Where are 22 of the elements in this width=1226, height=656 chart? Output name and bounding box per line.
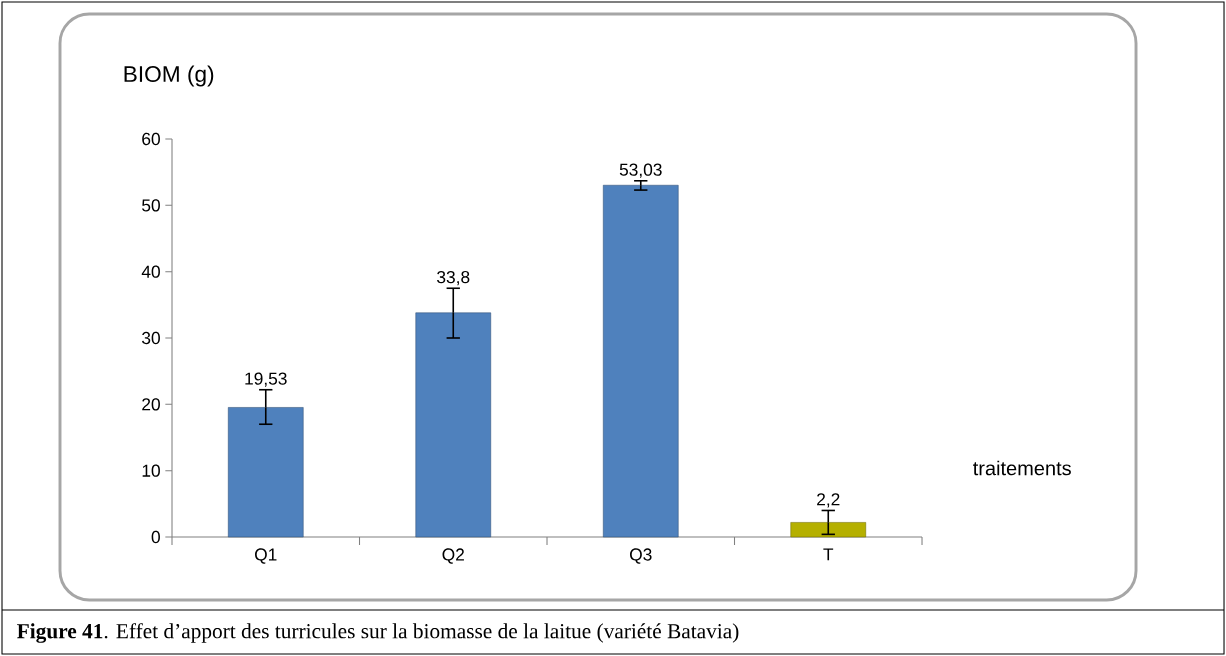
y-tick-label: 40 <box>141 265 160 278</box>
y-tick-label: 10 <box>142 464 160 477</box>
bar <box>790 522 867 538</box>
data-label: 2,2 <box>817 493 840 508</box>
data-label: 53,03 <box>619 163 662 178</box>
bar <box>415 312 492 538</box>
bar <box>602 184 679 538</box>
x-tick-label: Q2 <box>442 548 464 564</box>
x-tick-label: T <box>823 548 834 561</box>
y-tick-label: 60 <box>142 132 160 146</box>
y-tick-label: 30 <box>142 331 160 345</box>
data-label: 33,8 <box>437 270 470 286</box>
x-tick-label: Q1 <box>255 548 277 564</box>
y-tick-label: 20 <box>142 398 160 411</box>
x-axis-title: traitements <box>973 460 1071 476</box>
data-label: 19,53 <box>245 372 287 387</box>
bar <box>227 407 304 538</box>
y-tick-label: 50 <box>142 199 160 212</box>
y-axis-title: BIOM (g) <box>124 65 214 87</box>
y-tick-label: 0 <box>151 530 160 544</box>
x-tick-label: Q3 <box>630 548 652 564</box>
text: Figure 41. Effet d’apport des turricules sur la biomasse de la laitue (variété Batavia) <box>17 623 739 643</box>
